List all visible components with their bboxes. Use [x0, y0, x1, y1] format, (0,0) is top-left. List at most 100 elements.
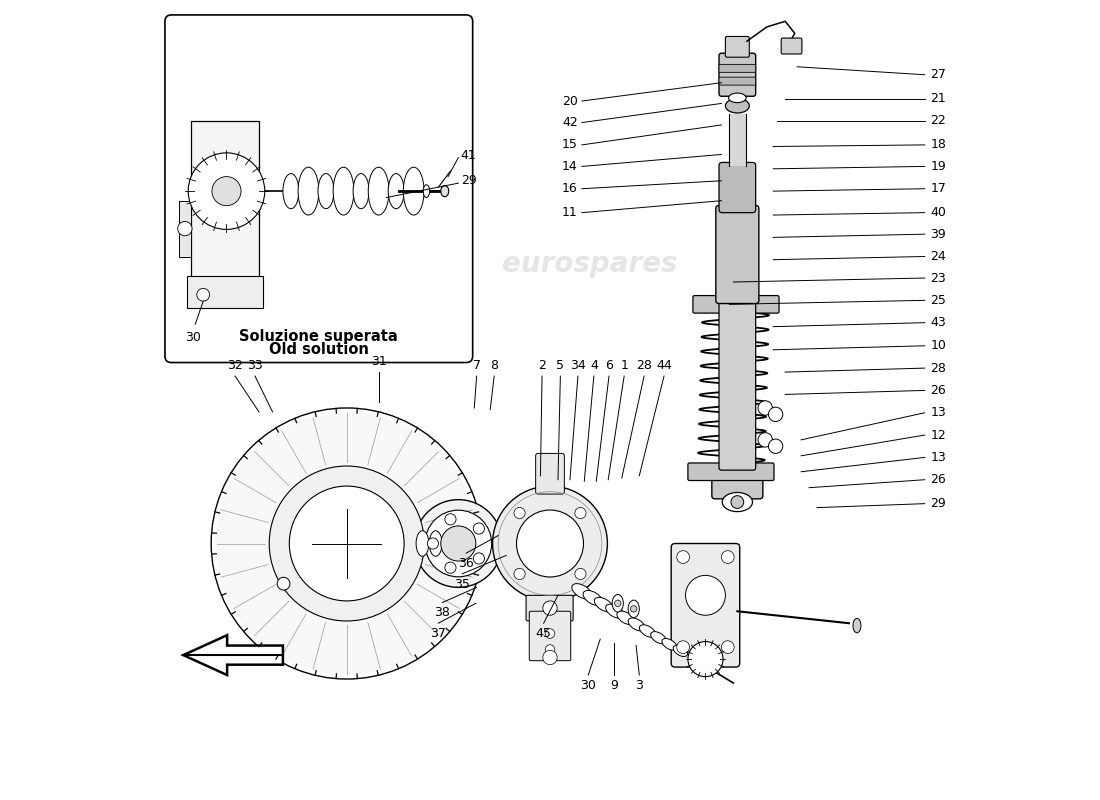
- Text: 13: 13: [931, 451, 946, 464]
- FancyBboxPatch shape: [526, 595, 573, 621]
- Text: 17: 17: [931, 182, 946, 195]
- Circle shape: [546, 645, 554, 654]
- FancyBboxPatch shape: [719, 64, 756, 72]
- Circle shape: [758, 433, 772, 447]
- Text: 9: 9: [609, 679, 618, 692]
- Text: 30: 30: [185, 330, 201, 344]
- Ellipse shape: [650, 632, 667, 644]
- Text: 1: 1: [620, 359, 628, 372]
- Ellipse shape: [429, 530, 442, 556]
- Text: 42: 42: [562, 116, 578, 129]
- Text: Old solution: Old solution: [268, 342, 368, 358]
- Circle shape: [546, 629, 554, 638]
- Ellipse shape: [639, 625, 656, 638]
- Circle shape: [188, 153, 265, 230]
- Ellipse shape: [424, 185, 430, 198]
- Ellipse shape: [628, 600, 639, 618]
- Text: 28: 28: [636, 359, 652, 372]
- Ellipse shape: [613, 594, 624, 612]
- Circle shape: [685, 575, 725, 615]
- Polygon shape: [191, 121, 258, 281]
- Circle shape: [688, 642, 723, 677]
- Circle shape: [722, 641, 734, 654]
- Text: eurospares: eurospares: [311, 571, 470, 595]
- Circle shape: [758, 401, 772, 415]
- FancyBboxPatch shape: [725, 37, 749, 57]
- FancyBboxPatch shape: [536, 454, 564, 494]
- FancyBboxPatch shape: [719, 162, 756, 213]
- Text: eurospares: eurospares: [502, 250, 678, 278]
- FancyBboxPatch shape: [688, 463, 774, 481]
- Text: 29: 29: [461, 174, 476, 187]
- Circle shape: [197, 288, 210, 301]
- Text: 39: 39: [931, 228, 946, 241]
- Polygon shape: [184, 635, 283, 675]
- Text: 34: 34: [570, 359, 586, 372]
- Ellipse shape: [283, 174, 299, 209]
- Ellipse shape: [662, 638, 676, 650]
- Text: 26: 26: [931, 474, 946, 486]
- Ellipse shape: [416, 530, 429, 556]
- FancyBboxPatch shape: [712, 471, 763, 499]
- Circle shape: [676, 641, 690, 654]
- Text: 24: 24: [931, 250, 946, 263]
- Ellipse shape: [353, 174, 369, 209]
- Text: 13: 13: [931, 406, 946, 419]
- Text: 12: 12: [931, 429, 946, 442]
- Circle shape: [441, 526, 476, 561]
- Text: 31: 31: [371, 355, 386, 368]
- Circle shape: [216, 412, 478, 675]
- FancyBboxPatch shape: [716, 206, 759, 303]
- Text: 45: 45: [536, 627, 551, 640]
- Circle shape: [732, 496, 744, 509]
- Text: 8: 8: [491, 359, 498, 372]
- Circle shape: [270, 466, 425, 621]
- Text: 22: 22: [931, 114, 946, 127]
- FancyBboxPatch shape: [719, 77, 756, 85]
- Text: 37: 37: [430, 627, 447, 640]
- Text: 14: 14: [562, 160, 578, 173]
- Circle shape: [277, 578, 290, 590]
- FancyBboxPatch shape: [781, 38, 802, 54]
- FancyBboxPatch shape: [719, 298, 756, 470]
- Circle shape: [514, 507, 525, 518]
- Text: 27: 27: [931, 68, 946, 82]
- FancyBboxPatch shape: [671, 543, 739, 667]
- Circle shape: [493, 486, 607, 601]
- Circle shape: [444, 562, 456, 574]
- Circle shape: [542, 650, 558, 665]
- Ellipse shape: [606, 604, 624, 618]
- Text: 10: 10: [931, 339, 946, 352]
- Ellipse shape: [404, 167, 424, 215]
- Ellipse shape: [628, 618, 645, 631]
- Circle shape: [473, 553, 484, 564]
- Text: 2: 2: [538, 359, 546, 372]
- Circle shape: [769, 439, 783, 454]
- Text: 28: 28: [931, 362, 946, 374]
- FancyBboxPatch shape: [165, 15, 473, 362]
- Circle shape: [575, 568, 586, 579]
- FancyBboxPatch shape: [179, 201, 191, 257]
- Ellipse shape: [318, 174, 334, 209]
- Circle shape: [444, 514, 456, 525]
- Text: 15: 15: [562, 138, 578, 151]
- Text: 19: 19: [931, 160, 946, 173]
- Circle shape: [415, 500, 503, 587]
- Text: 26: 26: [931, 384, 946, 397]
- Ellipse shape: [728, 93, 746, 102]
- Circle shape: [427, 538, 439, 549]
- Text: 21: 21: [931, 92, 946, 105]
- Circle shape: [769, 407, 783, 422]
- Text: 35: 35: [454, 578, 470, 590]
- Circle shape: [676, 550, 690, 563]
- Text: 25: 25: [931, 294, 946, 307]
- Ellipse shape: [333, 167, 354, 215]
- Ellipse shape: [725, 98, 749, 113]
- Ellipse shape: [852, 618, 861, 633]
- Text: 38: 38: [434, 606, 450, 619]
- Circle shape: [542, 601, 558, 615]
- Text: 16: 16: [562, 182, 578, 195]
- Ellipse shape: [441, 186, 449, 197]
- FancyBboxPatch shape: [719, 54, 756, 96]
- Text: 36: 36: [459, 557, 474, 570]
